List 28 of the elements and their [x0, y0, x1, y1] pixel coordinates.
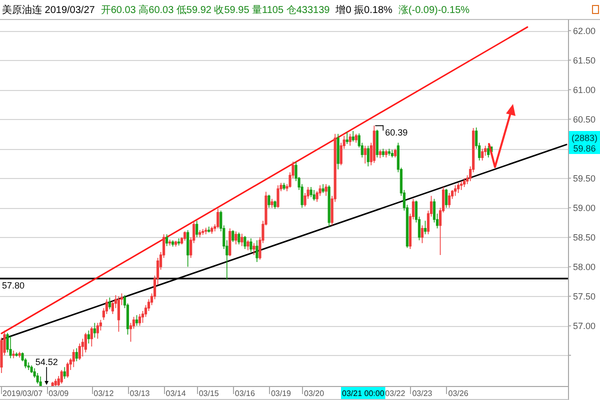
y-tick-label: 59.50 [573, 173, 596, 184]
x-tick-label: 03/22 [385, 389, 406, 398]
x-tick-label: 03/13 [130, 389, 150, 398]
x-tick-label: 03/14 [166, 389, 186, 398]
x-tick-label: 03/20 [304, 389, 325, 398]
y-tick-label: 62.00 [573, 26, 596, 36]
x-tick-label: 03/15 [198, 389, 220, 398]
header: 美原油连 2019/03/27 开60.03 高60.03 低59.92 收59.95 量1105 仓433139 增0 振0.18% 涨(-0.09)-0.15% [2, 5, 470, 16]
x-tick-label: 03/23 [412, 389, 433, 398]
y-tick-label: 60.50 [573, 114, 596, 124]
x-tick-label: 03/09 [48, 389, 70, 398]
ref-line-label: 57.80 [2, 280, 25, 291]
x-tick-label: 03/19 [270, 389, 292, 398]
y-tick-label: 58.50 [573, 232, 596, 242]
x-tick-label: 2019/03/07 [2, 389, 44, 398]
x-tick-label: 03/12 [94, 389, 114, 398]
x-tick-label: 03/16 [234, 389, 256, 398]
y-tick-label: 61.50 [573, 55, 596, 66]
y-tick-label: 57.00 [573, 320, 596, 331]
y-tick-label: 57.50 [573, 291, 596, 302]
text: 59.86 [573, 144, 596, 154]
annotation: 54.52 [35, 357, 58, 367]
y-tick-label: 59.00 [573, 202, 596, 213]
y-tick-label: 61.00 [573, 84, 596, 95]
y-tick-label: 58.00 [573, 262, 596, 272]
x-tick-label: 03/26 [448, 389, 469, 398]
annotation: 60.39 [385, 128, 408, 138]
cursor-tag: 03/21 00:00 [341, 387, 386, 399]
